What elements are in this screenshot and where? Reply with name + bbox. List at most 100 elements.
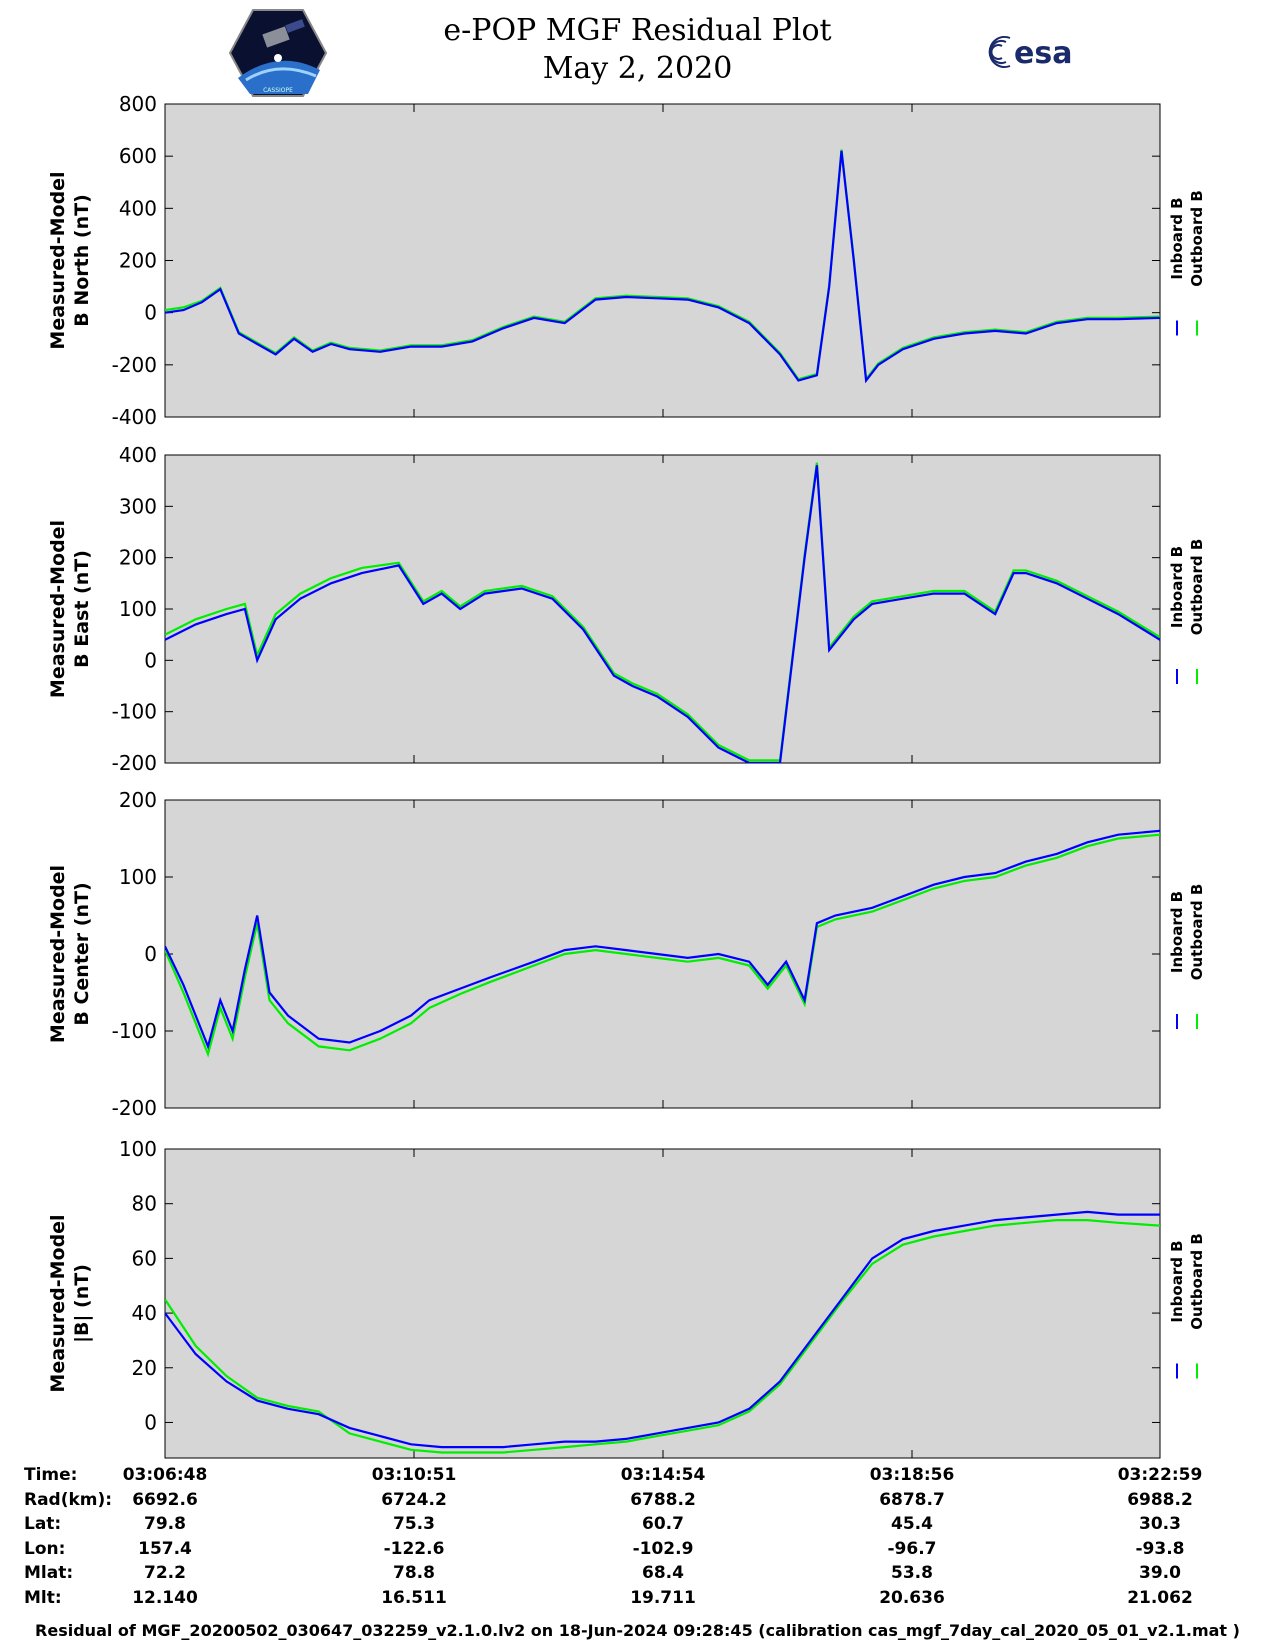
y-axis-label-line2: B Center (nT) xyxy=(71,882,93,1025)
y-tick-label: 40 xyxy=(132,1301,157,1325)
info-row: Mlt: 12.140 16.511 19.711 20.636 21.062 xyxy=(0,1588,1275,1612)
info-cell: 6724.2 xyxy=(381,1489,447,1510)
y-tick-label: 100 xyxy=(119,1137,157,1161)
plot-area xyxy=(164,103,1161,418)
info-cell: 6692.6 xyxy=(132,1489,198,1510)
info-cell: 16.511 xyxy=(381,1587,447,1608)
info-cell: 03:10:51 xyxy=(371,1465,457,1485)
legend-inboard-label: Inboard B xyxy=(1168,197,1186,279)
info-cell: 30.3 xyxy=(1139,1514,1181,1534)
info-cell: 03:14:54 xyxy=(620,1465,706,1485)
y-tick-label: 400 xyxy=(119,196,157,220)
esa-logo: esa xyxy=(988,36,1072,71)
y-axis-label-line1: Measured-Model xyxy=(47,865,69,1043)
info-cell: 78.8 xyxy=(393,1563,435,1583)
legend-inboard-label: Inboard B xyxy=(1168,891,1186,973)
info-cell: 79.8 xyxy=(144,1514,186,1534)
info-cell: 39.0 xyxy=(1139,1563,1181,1583)
y-tick-label: 300 xyxy=(119,494,157,518)
info-row-label: Lon: xyxy=(24,1538,66,1559)
y-tick-label: -200 xyxy=(112,751,157,775)
y-tick-label: 200 xyxy=(119,249,157,273)
panel-1: -400 -200 0 200 400 600 800 Measured-Model B Nor… xyxy=(47,92,1206,429)
info-cell: 19.711 xyxy=(630,1587,696,1608)
info-cell: -122.6 xyxy=(383,1538,445,1559)
y-tick-label: 60 xyxy=(132,1246,157,1270)
info-row-label: Time: xyxy=(24,1465,78,1485)
info-row: Mlat: 72.2 78.8 68.4 53.8 39.0 xyxy=(0,1563,1275,1587)
info-cell: 6988.2 xyxy=(1127,1489,1193,1510)
y-tick-label: -200 xyxy=(112,353,157,377)
info-row: Lon: 157.4 -122.6 -102.9 -96.7 -93.8 xyxy=(0,1539,1275,1563)
legend-outboard-label: Outboard B xyxy=(1188,190,1206,287)
y-tick-label: 400 xyxy=(119,443,157,467)
y-tick-label: 600 xyxy=(119,144,157,168)
info-cell: 72.2 xyxy=(144,1563,186,1583)
legend-outboard-label: Outboard B xyxy=(1188,539,1206,636)
info-row: Rad(km): 6692.6 6724.2 6788.2 6878.7 6988.2 xyxy=(0,1490,1275,1514)
info-cell: 20.636 xyxy=(879,1587,945,1608)
title-block: e-POP MGF Residual Plot May 2, 2020 xyxy=(0,12,1275,88)
svg-text:esa: esa xyxy=(1014,36,1072,71)
y-tick-label: 100 xyxy=(119,597,157,621)
info-cell: 03:06:48 xyxy=(122,1465,208,1485)
panel-3: -200 -100 0 100 200 Measured-Model B Center (n… xyxy=(47,788,1206,1120)
panel-2: -200 -100 0 100 200 300 400 Measured-Model B Eas… xyxy=(47,443,1206,775)
y-axis-label-line1: Measured-Model xyxy=(47,520,69,698)
panel-4: 0 20 40 60 80 100 Measured-Model |B| (nT) Inboar… xyxy=(47,1137,1206,1459)
info-row-label: Mlt: xyxy=(24,1587,62,1608)
legend-outboard-label: Outboard B xyxy=(1188,884,1206,981)
info-row-label: Lat: xyxy=(24,1514,62,1534)
info-cell: 03:18:56 xyxy=(869,1465,955,1485)
y-tick-label: 80 xyxy=(132,1192,157,1216)
inboard-series-line-panel-1 xyxy=(165,150,1160,384)
inboard-series-line-panel-4 xyxy=(165,1210,1160,1449)
info-cell: -93.8 xyxy=(1135,1538,1185,1559)
info-cell: 68.4 xyxy=(642,1563,684,1583)
info-cell: -102.9 xyxy=(632,1538,694,1559)
info-cell: 12.140 xyxy=(132,1587,198,1608)
y-tick-label: 20 xyxy=(132,1356,157,1380)
y-tick-label: 0 xyxy=(144,1410,157,1434)
outboard-series-line-panel-2 xyxy=(165,462,1160,762)
legend-outboard-label: Outboard B xyxy=(1188,1233,1206,1330)
inboard-series-line-panel-3 xyxy=(165,829,1160,1050)
info-row-label: Mlat: xyxy=(24,1563,74,1583)
y-axis-label-line2: B East (nT) xyxy=(71,550,93,668)
y-tick-label: -400 xyxy=(112,405,157,429)
y-axis-label-line2: B North (nT) xyxy=(71,194,93,327)
y-tick-label: -200 xyxy=(112,1096,157,1120)
info-row-label: Rad(km): xyxy=(24,1489,113,1510)
chart-subtitle: May 2, 2020 xyxy=(542,51,733,86)
y-tick-label: -100 xyxy=(112,700,157,724)
info-cell: 53.8 xyxy=(891,1563,933,1583)
y-tick-label: 100 xyxy=(119,865,157,889)
info-cell: 75.3 xyxy=(393,1514,435,1534)
info-cell: 45.4 xyxy=(891,1514,933,1534)
y-tick-label: 200 xyxy=(119,546,157,570)
y-tick-label: 0 xyxy=(144,942,157,966)
y-tick-label: 0 xyxy=(144,648,157,672)
legend-inboard-label: Inboard B xyxy=(1168,1240,1186,1322)
cassiope-mission-logo: CASSIOPE xyxy=(228,9,328,97)
info-cell: 6788.2 xyxy=(630,1489,696,1510)
plot-area xyxy=(164,1148,1161,1459)
info-cell: 03:22:59 xyxy=(1117,1465,1203,1485)
y-axis-label-line1: Measured-Model xyxy=(47,1214,69,1392)
y-tick-label: 0 xyxy=(144,301,157,325)
y-tick-label: 800 xyxy=(119,92,157,116)
info-row: Lat: 79.8 75.3 60.7 45.4 30.3 xyxy=(0,1514,1275,1538)
chart-title: e-POP MGF Residual Plot xyxy=(443,13,832,48)
outboard-series-line-panel-3 xyxy=(165,833,1160,1058)
svg-text:CASSIOPE: CASSIOPE xyxy=(263,87,293,94)
y-axis-label-line1: Measured-Model xyxy=(47,171,69,349)
info-cell: 60.7 xyxy=(642,1514,684,1534)
y-tick-label: -100 xyxy=(112,1019,157,1043)
y-axis-label-line2: |B| (nT) xyxy=(71,1264,93,1343)
info-cell: -96.7 xyxy=(887,1538,937,1559)
info-cell: 21.062 xyxy=(1127,1587,1193,1608)
footer-caption: Residual of MGF_20200502_030647_032259_v… xyxy=(35,1621,1240,1640)
info-cell: 157.4 xyxy=(138,1538,192,1559)
y-tick-label: 200 xyxy=(119,788,157,812)
